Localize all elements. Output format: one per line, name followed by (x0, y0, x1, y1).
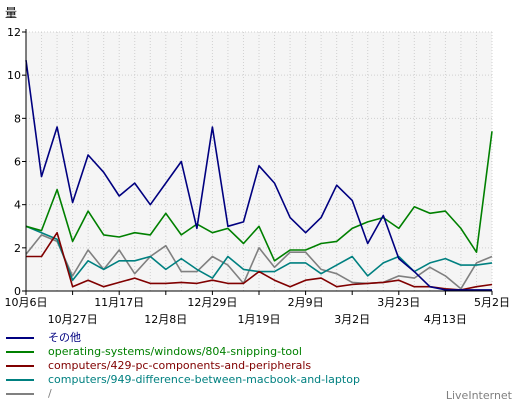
y-tick-label: 6 (14, 156, 21, 169)
x-tick-label: 4月13日 (424, 313, 467, 326)
y-tick-label: 2 (14, 242, 21, 255)
legend-swatch (6, 351, 34, 353)
legend-item: computers/949-difference-between-macbook… (6, 373, 360, 387)
series-line (25, 131, 493, 262)
x-tick-label: 1月19日 (238, 313, 281, 326)
legend-item: / (6, 387, 360, 401)
legend-label: computers/949-difference-between-macbook… (48, 373, 360, 386)
legend-swatch (6, 393, 34, 395)
legend: その他 operating-systems/windows/804-snippin… (6, 331, 360, 401)
legend-label: / (48, 387, 52, 400)
x-tick-label: 3月23日 (377, 296, 420, 309)
x-tick-label: 11月17日 (94, 296, 144, 309)
legend-label: その他 (48, 331, 81, 344)
legend-label: computers/429-pc-components-and-peripher… (48, 359, 312, 372)
x-tick-label: 3月2日 (334, 313, 370, 326)
legend-swatch (6, 379, 34, 381)
watermark: LiveInternet (445, 389, 512, 402)
y-tick-label: 4 (14, 199, 21, 212)
x-tick-label: 10月27日 (48, 313, 98, 326)
x-tick-label: 5月2日 (474, 296, 510, 309)
legend-swatch (6, 365, 34, 367)
legend-item: computers/429-pc-components-and-peripher… (6, 359, 360, 373)
y-axis-label: 量 (5, 6, 17, 20)
x-tick-label: 12月8日 (144, 313, 187, 326)
series-group (25, 59, 493, 291)
series-line (26, 231, 493, 291)
y-tick-label: 12 (7, 26, 21, 39)
legend-swatch (6, 337, 34, 339)
series-line (25, 59, 492, 291)
legend-item: operating-systems/windows/804-snipping-t… (6, 345, 360, 359)
legend-item: その他 (6, 331, 360, 345)
x-tick-label: 2月9日 (288, 296, 324, 309)
legend-label: operating-systems/windows/804-snipping-t… (48, 345, 302, 358)
y-tick-label: 10 (7, 69, 21, 82)
y-tick-label: 0 (14, 285, 21, 298)
x-tick-label: 10月6日 (5, 296, 48, 309)
grid-lines (25, 31, 493, 292)
x-tick-label: 12月29日 (187, 296, 237, 309)
y-tick-label: 8 (14, 112, 21, 125)
